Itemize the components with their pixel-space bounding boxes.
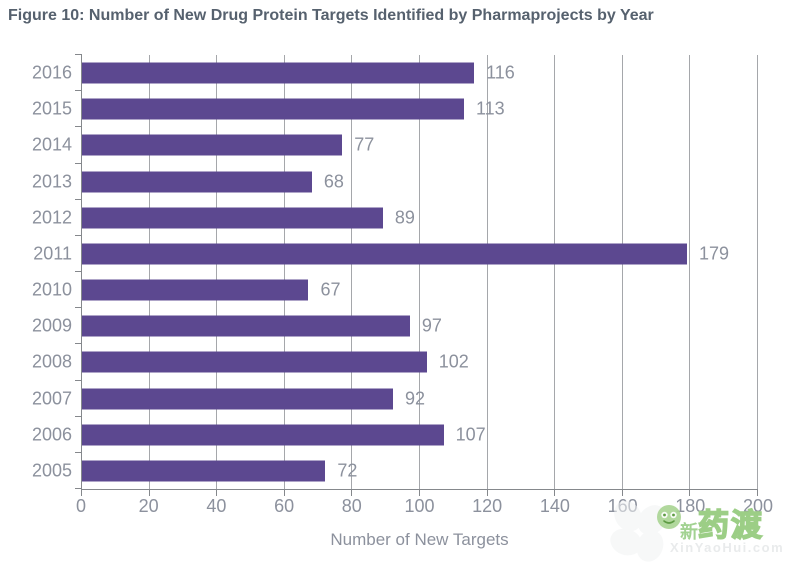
year-label: 2010: [31, 279, 72, 300]
bar-value-label: 77: [354, 134, 375, 155]
x-tick-label: 200: [742, 496, 774, 516]
bar-2006: [82, 424, 444, 446]
x-tick-label: 160: [607, 496, 638, 516]
x-axis-tick: [554, 489, 556, 496]
x-tick-label: 0: [75, 496, 87, 516]
bar-2016: [82, 62, 475, 84]
x-axis-tick: [757, 489, 758, 496]
x-tick-label: 20: [138, 496, 159, 516]
year-label: 2014: [31, 134, 72, 155]
x-axis-tick: [419, 489, 420, 496]
chart-row-2010: 2010 67: [32, 272, 758, 308]
bar-2015: [82, 98, 464, 120]
year-label: 2011: [33, 243, 72, 264]
year-label: 2016: [31, 62, 72, 83]
y-axis-tick: [75, 415, 82, 417]
bar-value-label: 102: [438, 351, 469, 372]
x-tick-label: 180: [675, 496, 706, 516]
chart-row-2016: 2016 116: [32, 55, 758, 91]
year-label: 2015: [31, 98, 72, 119]
chart-row-2014: 2014 77: [32, 127, 758, 163]
bar-value-label: 113: [475, 98, 505, 119]
year-label: 2012: [31, 207, 72, 228]
bar-value-label: 67: [320, 279, 341, 300]
y-axis-tick: [75, 234, 82, 236]
year-label: 2013: [31, 171, 72, 192]
x-axis-tick: [283, 489, 285, 496]
x-tick-label: 100: [404, 496, 435, 516]
bar-value-label: 107: [455, 424, 486, 445]
gridline-40: [216, 55, 218, 489]
x-axis-tick: [486, 489, 488, 496]
chart-row-2015: 2015 113: [32, 91, 758, 127]
y-axis-tick: [75, 162, 82, 164]
x-tick-label: 140: [539, 496, 570, 516]
chart-row-2012: 2012 89: [32, 200, 758, 236]
x-tick-label: 40: [206, 496, 227, 516]
x-axis-tick: [351, 489, 353, 496]
year-label: 2006: [31, 424, 72, 445]
x-tick-label: 60: [274, 496, 295, 516]
y-axis-tick: [75, 307, 82, 309]
chart-row-2008: 2008 102: [32, 344, 758, 380]
year-label: 2008: [31, 351, 72, 372]
year-label: 2009: [31, 315, 72, 336]
x-tick-label: 120: [472, 496, 503, 516]
chart-row-2011: 2011 179: [33, 236, 758, 272]
y-axis-tick: [75, 488, 82, 489]
bar-2011: [82, 243, 688, 265]
x-axis-tick: [689, 489, 691, 496]
bar-value-label: 92: [404, 388, 425, 409]
chart-row-2009: 2009 97: [32, 308, 758, 344]
gridline-160: [621, 55, 623, 489]
y-axis-tick: [75, 126, 82, 128]
bar-value-label: 116: [486, 62, 515, 83]
y-axis-tick: [75, 54, 82, 55]
year-label: 2007: [31, 388, 72, 409]
bar-2005: [82, 460, 326, 482]
gridline-100: [419, 55, 420, 489]
bar-2009: [82, 315, 410, 337]
y-axis-tick: [75, 379, 82, 381]
gridline-120: [486, 55, 488, 489]
gridline-80: [351, 55, 353, 489]
bar-value-label: 72: [337, 460, 358, 481]
chart-row-2007: 2007 92: [32, 381, 758, 417]
bar-2014: [82, 134, 343, 156]
gridline-60: [283, 55, 285, 489]
y-axis-tick: [75, 198, 82, 200]
chart-row-2013: 2013 68: [32, 164, 758, 200]
y-axis-tick: [75, 271, 82, 272]
bar-value-label: 68: [323, 171, 344, 192]
chart-row-2006: 2006 107: [32, 417, 758, 453]
bar-2008: [82, 351, 427, 373]
x-axis-tick: [81, 489, 82, 496]
x-axis-tick: [216, 489, 218, 496]
y-axis-tick: [75, 451, 82, 453]
bar-2013: [82, 171, 312, 193]
bar-2012: [82, 207, 383, 229]
year-label: 2005: [31, 460, 72, 481]
gridline-180: [689, 55, 691, 489]
x-axis-tick: [148, 489, 150, 496]
bar-value-label: 89: [394, 207, 415, 228]
gridline-20: [148, 55, 150, 489]
x-axis-tick: [621, 489, 623, 496]
x-axis-title: Number of New Targets: [330, 530, 509, 549]
bar-value-label: 179: [699, 243, 730, 264]
bar-value-label: 97: [421, 315, 442, 336]
bar-2007: [82, 388, 393, 410]
chart-row-2005: 2005 72: [32, 453, 758, 489]
x-tick-label: 80: [341, 496, 362, 516]
y-axis-tick: [75, 90, 82, 92]
gridline-200: [757, 55, 758, 489]
figure-title: Figure 10: Number of New Drug Protein Ta…: [8, 7, 654, 24]
plot-area: 2016 116 2015 113 2014 77 2013 68 2012 89 2011 179 2…: [32, 54, 758, 496]
x-axis-tick-labels: 0 20 40 60 80 100 120 140 160 180 200: [76, 496, 773, 516]
bar-2010: [82, 279, 309, 301]
y-axis-tick: [75, 343, 82, 345]
gridline-140: [554, 55, 556, 489]
